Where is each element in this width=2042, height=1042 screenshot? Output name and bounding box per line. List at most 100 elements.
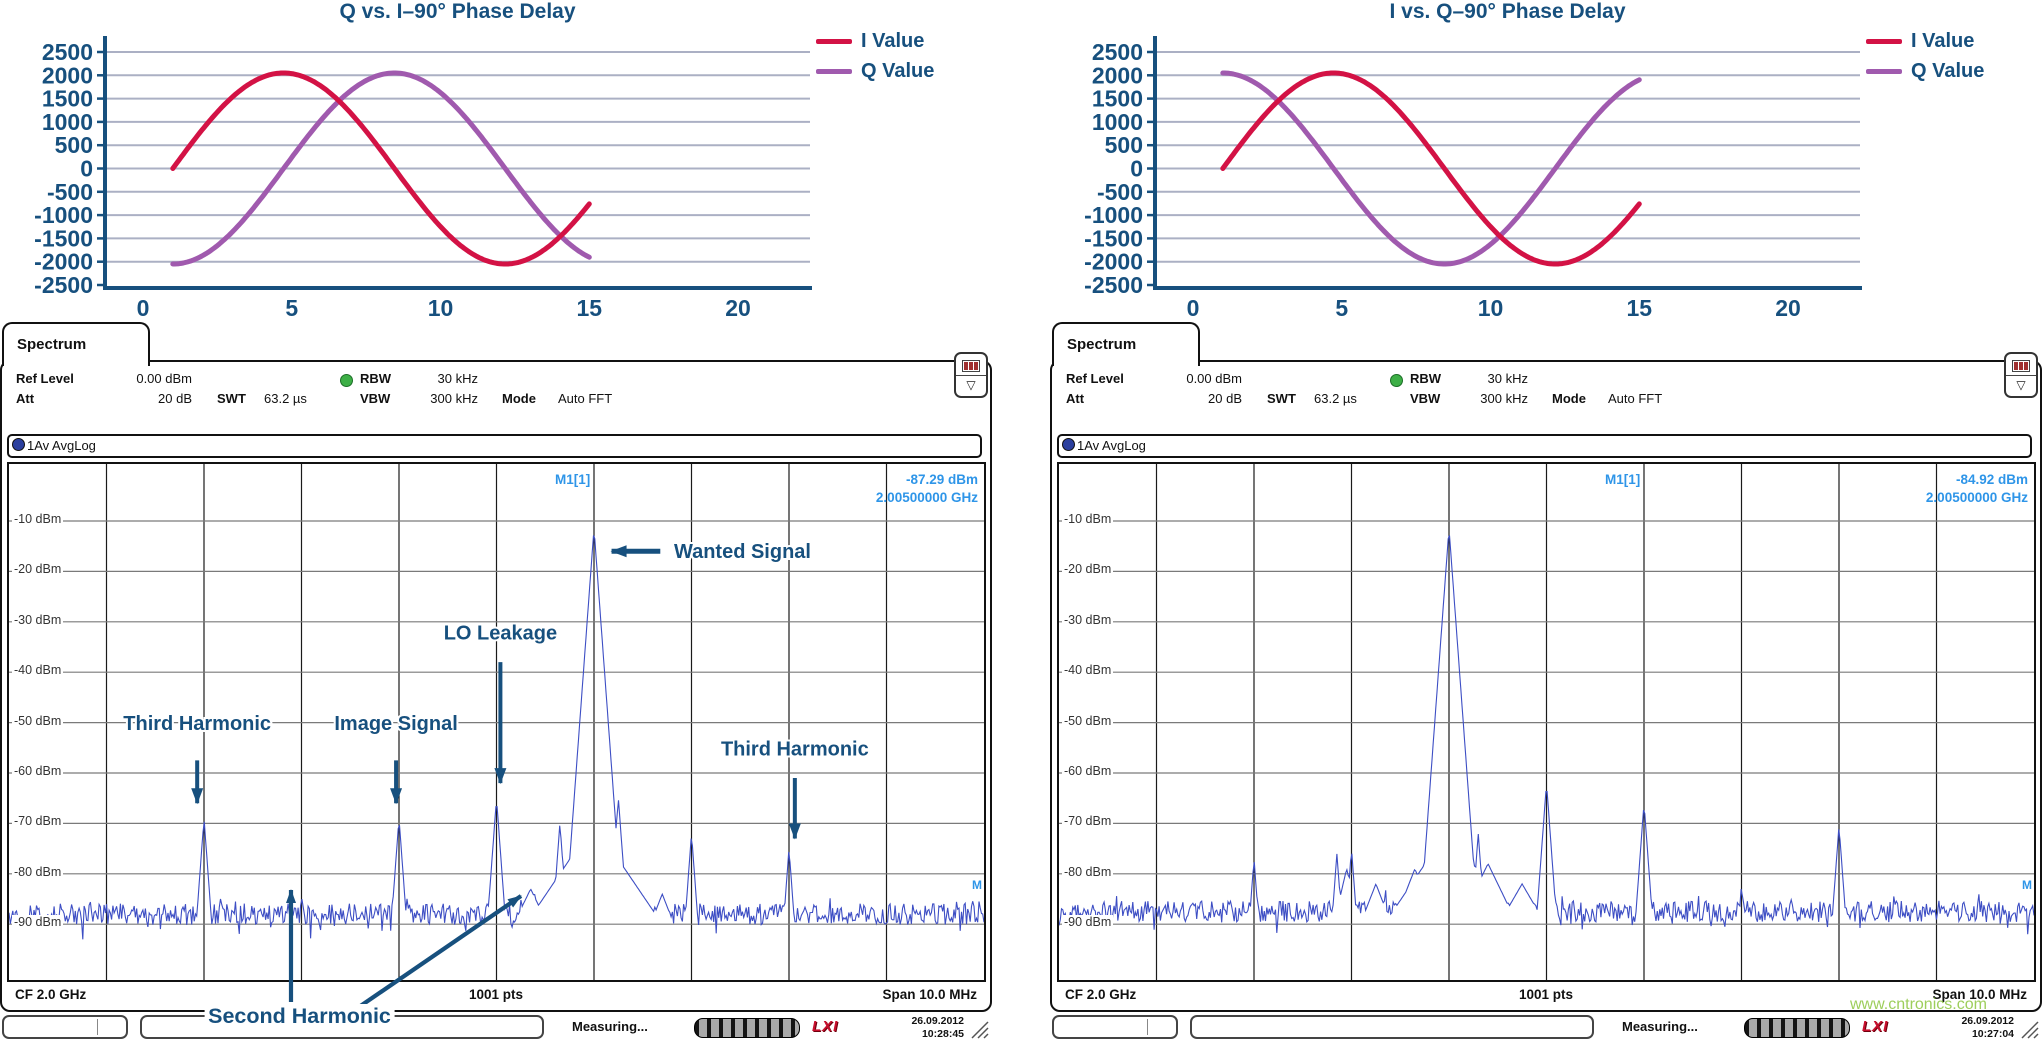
display-grid-icon: [2012, 359, 2030, 372]
status-bar: Measuring... LXI 26.09.2012 10:27:04: [1050, 1014, 2042, 1042]
resize-handle-icon[interactable]: [970, 1020, 990, 1040]
svg-text:0: 0: [137, 295, 150, 321]
legend-swatch: [1866, 69, 1902, 74]
iq-curve-Q-Value: [170, 70, 592, 267]
marker-frequency: 2.00500000 GHz: [875, 490, 978, 505]
iq-curve-Q-Value: [1220, 70, 1642, 267]
svg-text:-2000: -2000: [34, 249, 93, 275]
spectrum-footer: CF 2.0 GHz 1001 pts Span 10.0 MHz: [2, 979, 990, 1010]
svg-text:5: 5: [1335, 295, 1348, 321]
y-axis-label: -80 dBm: [12, 864, 64, 879]
y-axis-label: -10 dBm: [12, 512, 64, 526]
sweep-points: 1001 pts: [1518, 987, 1574, 1002]
header-att-value: 20 dB: [158, 391, 192, 406]
status-field-1[interactable]: [1052, 1015, 1178, 1039]
svg-text:2000: 2000: [42, 62, 93, 88]
panel-right: 2500 2000 1500 1000 500 0 -500 -1000 -1500 -2000-…: [1050, 0, 2042, 1042]
marker-name: M1[1]: [555, 472, 591, 487]
header-swt-label: SWT: [1267, 391, 1296, 406]
annotation-label: Image Signal: [334, 713, 457, 735]
header-rbw-value: 30 kHz: [1487, 371, 1528, 386]
header-swt-value: 63.2 µs: [1314, 391, 1357, 406]
date-value: 26.09.2012: [911, 1015, 964, 1027]
header-vbw-label: VBW: [1410, 391, 1441, 406]
legend-swatch: [816, 69, 852, 74]
annotation-label: Wanted Signal: [674, 541, 811, 563]
header-mode-value: Auto FFT: [558, 391, 613, 406]
trace-dot-icon: [1062, 438, 1075, 451]
header-mode-value: Auto FFT: [1608, 391, 1663, 406]
spectrum-trace: [9, 535, 984, 940]
svg-text:-1000: -1000: [34, 202, 93, 228]
svg-text:-2500: -2500: [1084, 272, 1143, 298]
annotation-second-harmonic: Second Harmonic: [204, 1004, 395, 1029]
trace-label: 1Av AvgLog: [27, 438, 96, 453]
svg-text:-1000: -1000: [1084, 202, 1143, 228]
dropdown-triangle-icon: ▽: [956, 374, 986, 394]
legend-label: I Value: [861, 30, 925, 52]
annotation-label: Third Harmonic: [123, 713, 271, 735]
chart-title: I vs. Q–90° Phase Delay: [1389, 0, 1626, 23]
header-mode-label: Mode: [1552, 391, 1586, 406]
time-value: 10:28:45: [921, 1028, 964, 1040]
dropdown-triangle-icon: ▽: [2006, 374, 2036, 394]
panel-left: 2500 2000 1500 1000 500 0 -500 -1000 -1500 -2000-…: [0, 0, 992, 1042]
svg-text:-1500: -1500: [34, 225, 93, 251]
spectrum-plot[interactable]: M1[1] -84.92 dBm 2.00500000 GHz M -10 dB…: [1057, 462, 2036, 982]
time-value: 10:27:04: [1971, 1028, 2014, 1040]
header-rbw-label: RBW: [360, 371, 392, 386]
trace-info-bar: 1Av AvgLog: [7, 434, 982, 458]
legend-label: Q Value: [1911, 60, 1985, 82]
svg-text:-500: -500: [1097, 179, 1143, 205]
status-field-1[interactable]: [2, 1015, 128, 1039]
header-att-value: 20 dB: [1208, 391, 1242, 406]
y-axis-label: -70 dBm: [1062, 814, 1114, 829]
datetime: 26.09.2012 10:28:45: [911, 1015, 964, 1041]
trace-label: 1Av AvgLog: [1077, 438, 1146, 453]
resize-handle-icon[interactable]: [2020, 1020, 2040, 1040]
lxi-icon: LXI: [812, 1018, 839, 1035]
annotation-label: LO Leakage: [444, 622, 557, 644]
marker-edge-flag: M: [2022, 878, 2032, 893]
svg-text:1000: 1000: [1092, 109, 1143, 135]
marker-name: M1[1]: [1605, 472, 1641, 487]
annotation-label: Third Harmonic: [721, 738, 869, 760]
sweep-points: 1001 pts: [468, 987, 524, 1002]
y-axis-label: -20 dBm: [12, 562, 64, 577]
display-menu-button[interactable]: ▽: [2004, 352, 2038, 398]
spectrum-trace: [1059, 535, 2034, 935]
y-axis-label: -50 dBm: [1062, 713, 1114, 728]
datetime: 26.09.2012 10:27:04: [1961, 1015, 2014, 1041]
svg-text:1000: 1000: [42, 109, 93, 135]
iq-curve-I-Value: [170, 70, 592, 267]
chart-legend: I Value Q Value: [816, 30, 934, 90]
iq-curve-I-Value: [1220, 70, 1642, 267]
marker-level: -84.92 dBm: [1955, 472, 2028, 487]
legend-item: I Value: [1866, 30, 1984, 53]
legend-label: I Value: [1911, 30, 1975, 52]
status-field-2[interactable]: [1190, 1015, 1594, 1039]
svg-text:2500: 2500: [42, 39, 93, 65]
tab-spectrum[interactable]: Spectrum: [1052, 322, 1200, 366]
y-axis-label: -30 dBm: [1062, 612, 1114, 627]
tab-spectrum[interactable]: Spectrum: [2, 322, 150, 366]
center-frequency: CF 2.0 GHz: [15, 987, 87, 1002]
svg-text:-2500: -2500: [34, 272, 93, 298]
measuring-status: Measuring...: [1622, 1019, 1698, 1034]
chart-legend: I Value Q Value: [1866, 30, 1984, 90]
svg-text:20: 20: [1775, 295, 1801, 321]
svg-text:0: 0: [1187, 295, 1200, 321]
spectrum-window: Ref Level 0.00 dBm RBW 30 kHz Att 20 dB SWT 63…: [0, 360, 992, 1012]
marker-frequency: 2.00500000 GHz: [1925, 490, 2028, 505]
header-ref-level-value: 0.00 dBm: [136, 371, 192, 386]
y-axis-label: -90 dBm: [1062, 915, 1114, 930]
display-menu-button[interactable]: ▽: [954, 352, 988, 398]
svg-text:10: 10: [428, 295, 454, 321]
spectrum-plot[interactable]: Third Harmonic Image Signal LO Leakage Want…: [7, 462, 986, 982]
svg-text:15: 15: [1626, 295, 1652, 321]
iq-chart-plot: 25002000150010005000-500-1000-1500-2000-…: [1084, 36, 1862, 321]
measuring-status: Measuring...: [572, 1019, 648, 1034]
marker-edge-flag: M: [972, 878, 982, 893]
svg-text:-2000: -2000: [1084, 249, 1143, 275]
